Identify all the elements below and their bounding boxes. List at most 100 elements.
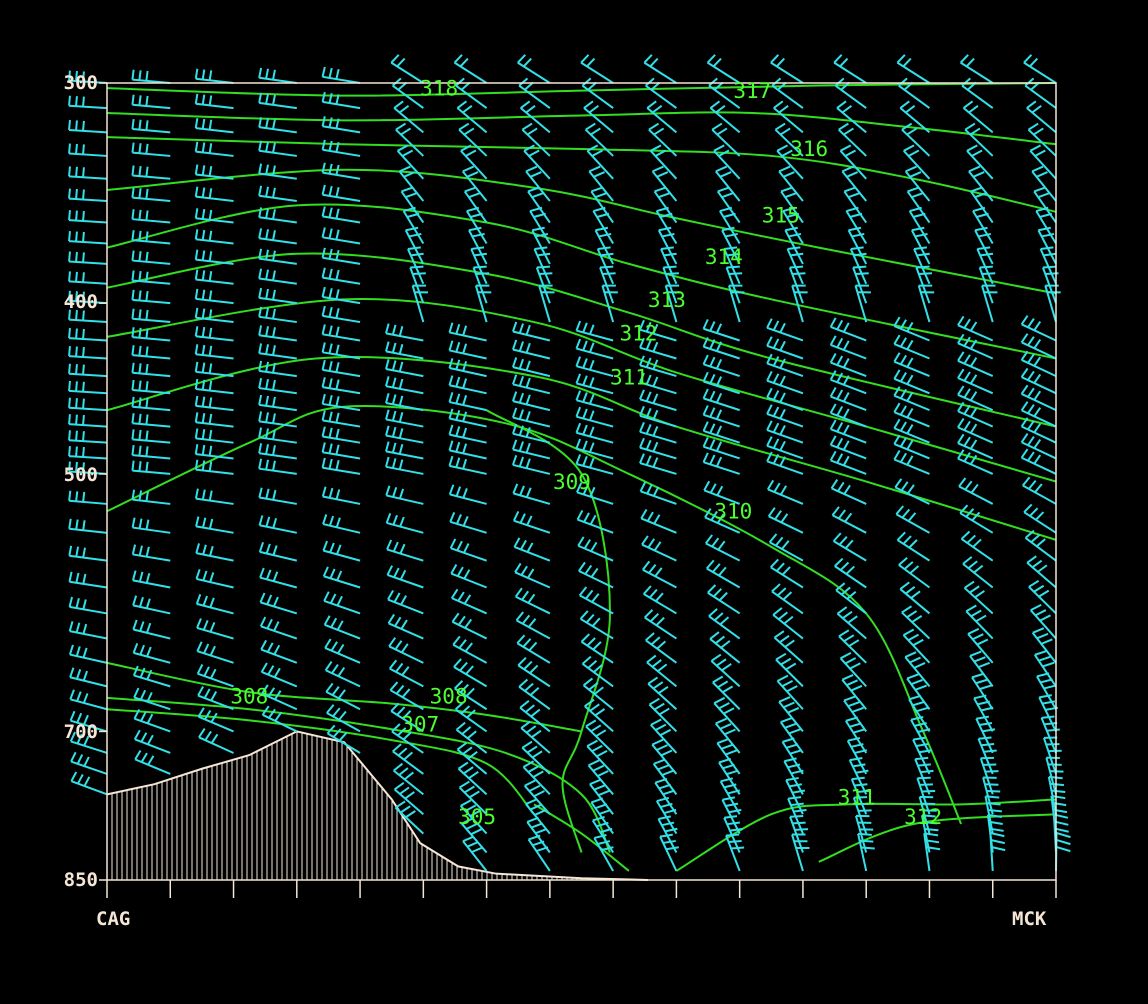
wind-barb-flag	[906, 339, 914, 350]
wind-barb-flag	[391, 394, 397, 405]
wind-barb-flag	[326, 724, 336, 735]
wind-barb-staff	[578, 570, 614, 589]
wind-barb-staff	[902, 634, 931, 664]
wind-barb-staff	[906, 190, 931, 224]
terrain-layer	[106, 730, 648, 881]
wind-barb-flag	[982, 272, 996, 276]
wind-barb-staff	[450, 547, 487, 562]
wind-barb-flag	[522, 760, 535, 768]
wind-barb-flag	[455, 323, 461, 335]
wind-barb-flag	[650, 144, 662, 152]
wind-barb-flag	[460, 144, 472, 152]
wind-barb-flag	[529, 664, 539, 674]
wind-barb-flag	[908, 694, 922, 701]
wind-barb	[194, 288, 234, 305]
wind-barb-flag	[75, 381, 78, 392]
wind-barb-flag	[517, 657, 527, 667]
wind-barb-flag	[583, 100, 594, 109]
wind-barb-staff	[708, 84, 741, 109]
wind-barb	[659, 833, 679, 872]
wind-barb-flag	[906, 439, 914, 450]
wind-barb-flag	[75, 310, 78, 321]
wind-barb	[772, 607, 804, 640]
wind-barb-flag	[858, 809, 872, 812]
wind-barb	[453, 54, 488, 84]
wind-barb-flag	[82, 189, 85, 200]
wind-barb-flag	[775, 562, 785, 572]
wind-barb-flag	[914, 684, 928, 691]
wind-barb	[258, 394, 297, 412]
wind-barb-flag	[328, 343, 333, 354]
wind-barb-flag	[456, 514, 462, 525]
wind-barb-staff	[512, 330, 551, 342]
wind-barb-flag	[589, 778, 602, 786]
wind-barb-flag	[328, 248, 333, 260]
wind-barb	[385, 341, 424, 360]
wind-barb-flag	[653, 541, 662, 552]
wind-barb-flag	[990, 832, 1005, 838]
isentrope-317	[106, 111, 1057, 146]
wind-barb-staff	[133, 696, 171, 711]
wind-barb-flag	[75, 430, 78, 441]
wind-barb-staff	[455, 84, 488, 109]
wind-barb-flag	[397, 727, 407, 737]
wind-barb-flag	[131, 489, 136, 500]
wind-barb-flag	[321, 426, 326, 437]
wind-barb-flag	[841, 673, 854, 681]
wind-barb-flag	[719, 616, 730, 626]
wind-barb	[702, 337, 740, 360]
wind-barb	[321, 66, 361, 84]
wind-barb-flag	[916, 265, 930, 269]
wind-barb-staff	[69, 372, 108, 378]
wind-barb-flag	[894, 478, 903, 488]
wind-barb-flag	[131, 570, 137, 581]
wind-barb	[461, 165, 488, 202]
wind-barb-staff	[325, 669, 361, 688]
wind-barb-flag	[462, 361, 468, 372]
wind-barb-flag	[1020, 401, 1029, 411]
wind-barb	[133, 729, 171, 754]
wind-barb-flag	[131, 327, 135, 338]
wind-barb-staff	[576, 347, 614, 360]
wind-barb-flag	[654, 149, 667, 157]
wind-barb-staff	[957, 342, 994, 360]
wind-barb-flag	[529, 803, 542, 811]
wind-barb-staff	[917, 285, 931, 323]
wind-barb-flag	[272, 119, 276, 130]
wind-barb-flag	[412, 272, 426, 276]
wind-barb-flag	[964, 122, 976, 131]
wind-barb-flag	[846, 206, 859, 213]
wind-barb-flag	[272, 596, 279, 607]
wind-barb-flag	[258, 343, 263, 354]
wind-barb	[449, 538, 487, 562]
wind-barb-flag	[1027, 451, 1035, 462]
wind-barb-flag	[466, 171, 479, 178]
wind-barb-flag	[843, 127, 854, 136]
wind-barb	[776, 144, 804, 180]
wind-barb	[845, 716, 868, 754]
wind-barb	[766, 420, 804, 444]
wind-barb-staff	[768, 515, 804, 534]
wind-barb-flag	[1026, 555, 1037, 564]
wind-barb-flag	[959, 54, 969, 64]
wind-barb-flag	[898, 77, 908, 87]
wind-barb-flag	[962, 100, 974, 109]
wind-barb-staff	[898, 84, 931, 109]
wind-barb-flag	[385, 456, 390, 468]
wind-barb-flag	[448, 340, 454, 351]
wind-barb	[450, 564, 487, 589]
wind-barb-flag	[145, 120, 149, 131]
wind-barb-flag	[513, 537, 521, 548]
y-tick-label: 400	[64, 291, 98, 313]
wind-barb-staff	[456, 748, 488, 775]
wind-barb-flag	[779, 425, 786, 436]
wind-barb-flag	[595, 803, 608, 810]
wind-barb-flag	[588, 682, 599, 691]
wind-barb-flag	[593, 206, 606, 213]
wind-barb-flag	[786, 212, 800, 218]
wind-barb-staff	[912, 739, 931, 775]
wind-barb-flag	[713, 144, 725, 152]
wind-barb-flag	[591, 617, 601, 627]
wind-barb-flag	[662, 839, 676, 844]
wind-barb-staff	[455, 728, 488, 754]
